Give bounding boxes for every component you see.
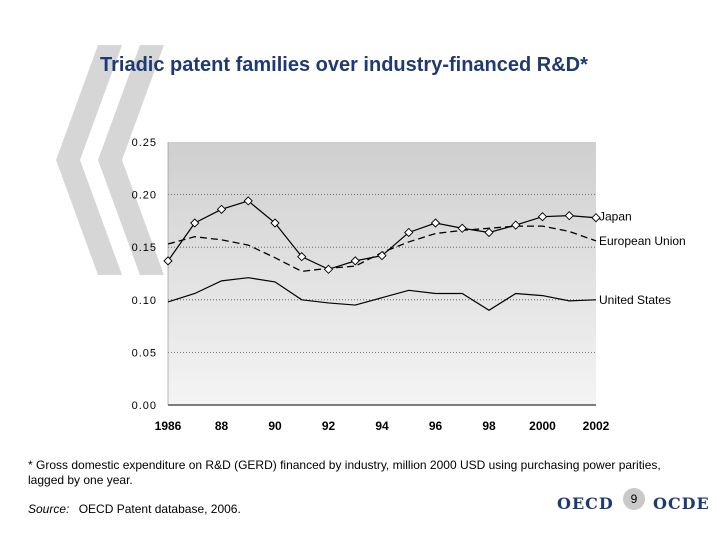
data-point-japan xyxy=(430,218,441,228)
data-point-japan xyxy=(323,264,334,274)
y-tick-label: 0.00 xyxy=(132,400,157,412)
data-point-japan xyxy=(537,212,548,222)
data-point-japan xyxy=(297,252,307,262)
x-tick-label: 90 xyxy=(268,419,282,433)
x-tick-label: 1986 xyxy=(155,419,182,433)
x-tick-label: 88 xyxy=(215,419,229,433)
series-label-japan: Japan xyxy=(599,210,632,224)
data-point-japan xyxy=(190,218,200,228)
source-text: OECD Patent database, 2006. xyxy=(78,502,241,516)
y-tick-label: 0.25 xyxy=(132,137,157,149)
oecd-logo-text: OECD xyxy=(557,494,614,513)
data-point-japan xyxy=(511,220,521,230)
ocde-logo-text: OCDE xyxy=(653,494,710,513)
data-point-japan xyxy=(591,213,601,223)
series-label-united-states: United States xyxy=(599,293,671,307)
x-tick-label: 94 xyxy=(375,419,389,433)
data-point-japan xyxy=(350,256,360,266)
data-point-japan xyxy=(457,223,467,233)
x-tick-label: 92 xyxy=(322,419,336,433)
series-markers xyxy=(163,196,601,274)
data-point-japan xyxy=(564,211,574,221)
data-point-japan xyxy=(270,218,280,228)
series-labels: Japan European Union United States xyxy=(599,210,686,307)
series-label-european-union: European Union xyxy=(599,234,686,248)
data-point-japan xyxy=(484,227,494,238)
y-tick-label: 0.15 xyxy=(132,242,157,254)
page-number: 9 xyxy=(623,488,645,510)
series-line-united-states xyxy=(167,277,597,312)
oecd-chevron-decoration xyxy=(56,45,164,275)
x-tick-label: 2002 xyxy=(583,419,610,433)
chart-title: Triadic patent families over industry-fi… xyxy=(100,54,588,76)
x-tick-label: 98 xyxy=(482,419,496,433)
y-tick-label: 0.05 xyxy=(132,347,157,359)
data-point-japan xyxy=(243,196,253,206)
data-point-japan xyxy=(404,227,414,238)
y-axis-ticks: 0.25 0.20 0.15 0.10 0.05 0.00 xyxy=(132,137,157,412)
plot-area xyxy=(168,142,596,405)
y-tick-label: 0.10 xyxy=(132,295,157,307)
x-tick-label: 96 xyxy=(429,419,443,433)
y-tick-label: 0.20 xyxy=(132,190,157,202)
data-point-japan xyxy=(216,204,227,214)
data-point-japan xyxy=(163,256,173,266)
x-axis-ticks: 1986 88 90 92 94 96 98 2000 2002 xyxy=(155,419,610,433)
gridlines xyxy=(167,142,596,406)
footnote: * Gross domestic expenditure on R&D (GER… xyxy=(28,458,661,487)
data-point-japan xyxy=(377,250,387,261)
source-label: Source: xyxy=(28,502,70,516)
source-line: Source: OECD Patent database, 2006. xyxy=(28,502,241,516)
x-tick-label: 2000 xyxy=(529,419,556,433)
